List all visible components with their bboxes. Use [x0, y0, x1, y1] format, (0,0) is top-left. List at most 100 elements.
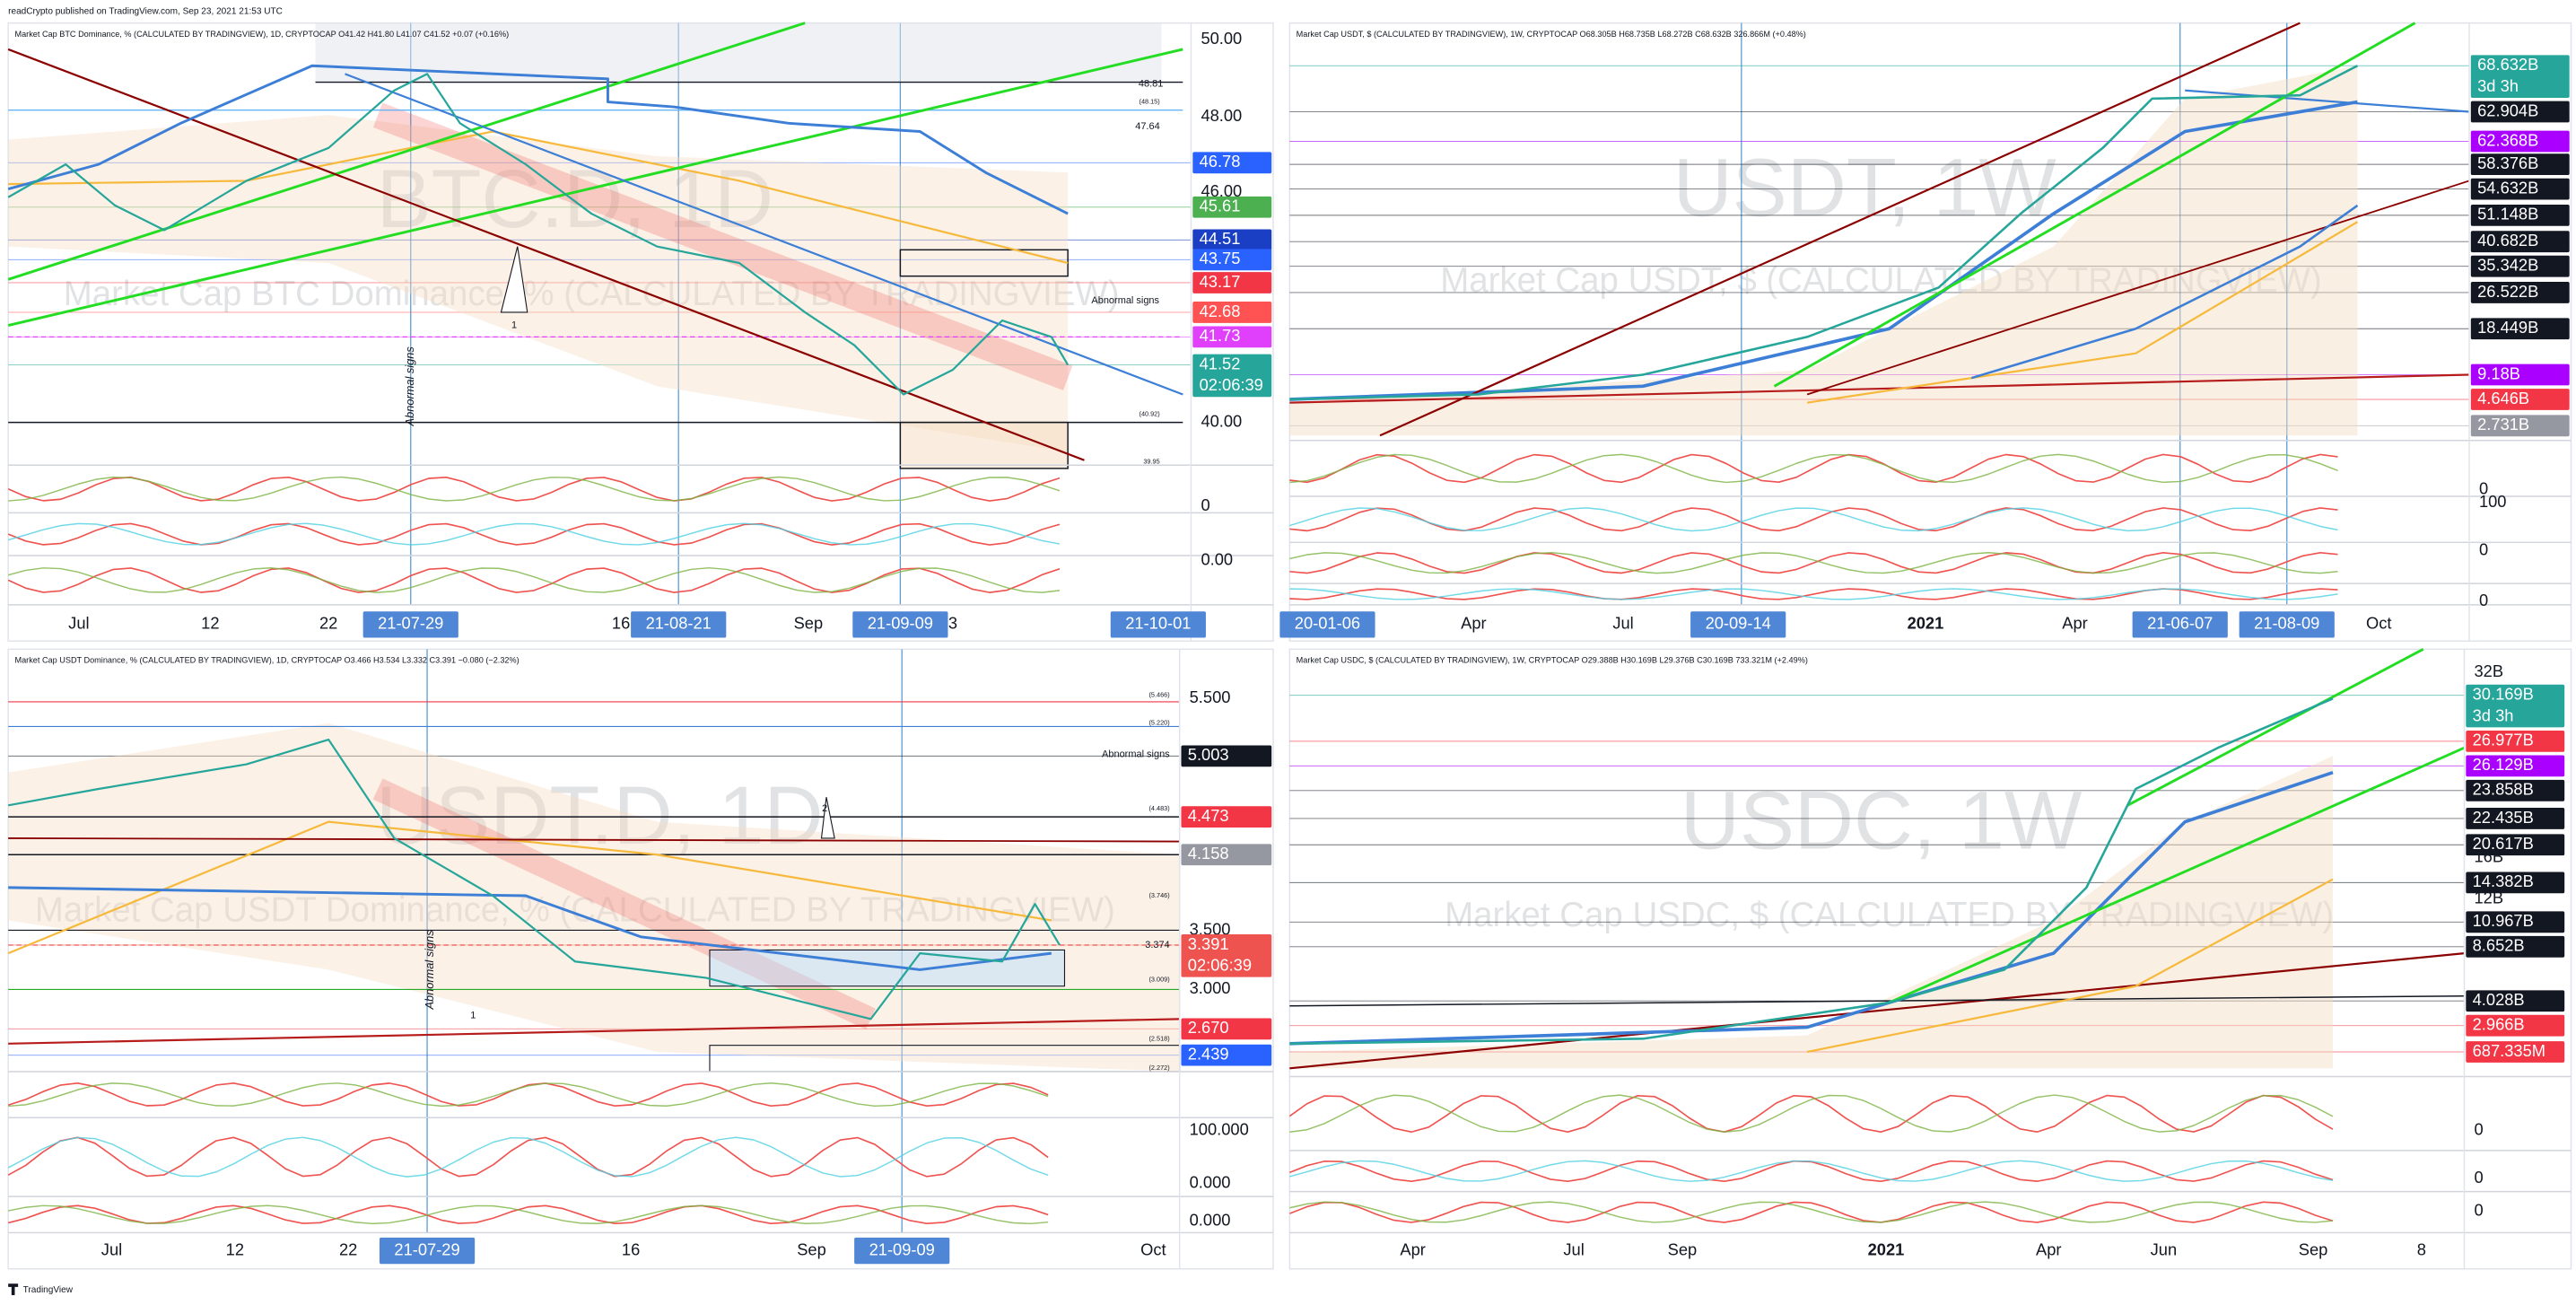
- baseline: [7, 64, 1069, 215]
- price-tag: [2470, 389, 2570, 410]
- price-tag-text: 42.68: [1200, 302, 1241, 320]
- date-tag: [1690, 611, 1786, 638]
- callout: [820, 797, 835, 839]
- price-tag-text: 43.75: [1200, 249, 1241, 267]
- oscillator: [1289, 1094, 2334, 1133]
- price-tag: [2466, 834, 2565, 856]
- chart-annotation: 1: [470, 1011, 476, 1021]
- price-axis-label: 5.500: [1190, 688, 1231, 706]
- price-tag: [2470, 363, 2570, 386]
- red-trend: [7, 48, 1085, 461]
- chart-annotation: (5.466): [1148, 691, 1169, 699]
- watermark-symbol: BTC.D, 1D: [377, 153, 774, 245]
- price-tag-text: 4.158: [1188, 844, 1229, 863]
- price-tag: [1192, 326, 1272, 348]
- green-trend: [2126, 648, 2424, 807]
- price-tag: [2470, 101, 2570, 123]
- time-axis-label: 22: [319, 614, 337, 633]
- panel-frame: [7, 22, 1274, 642]
- price-axis-label: 40.00: [1201, 411, 1242, 430]
- baseline: [1970, 204, 2359, 380]
- red-trend: [8, 1018, 1180, 1045]
- red-trend: [1289, 994, 2465, 1007]
- price-tag-text: 9.18B: [2477, 363, 2520, 382]
- panel-frame: [1288, 22, 2572, 642]
- price-tag: [1181, 1018, 1272, 1040]
- price-tag-text: 4.646B: [2477, 389, 2529, 407]
- oscillator: [1289, 1201, 2334, 1223]
- publish-header: readCrypto published on TradingView.com,…: [8, 6, 283, 16]
- price-axis-label: 0: [2474, 1200, 2483, 1219]
- time-axis-label: Jul: [1563, 1239, 1584, 1258]
- watermark-name: Market Cap BTC Dominance, % (CALCULATED …: [64, 275, 1120, 313]
- price-axis-label: 3.500: [1190, 919, 1231, 938]
- price-tag-text: 2.670: [1188, 1018, 1229, 1037]
- green-trend: [1773, 22, 2416, 388]
- chart-annotation: 39.95: [1143, 458, 1159, 466]
- date-tag: [1279, 611, 1375, 638]
- chart-annotation: 48.81: [1139, 78, 1163, 89]
- price-tag-text: 46.78: [1200, 152, 1241, 171]
- price-tag-countdown: 02:06:39: [1188, 956, 1252, 975]
- price-axis-label: 3.000: [1190, 978, 1231, 997]
- date-tag-text: 21-10-01: [1125, 614, 1191, 633]
- orange-ma: [7, 820, 1052, 955]
- time-axis-label: Apr: [2036, 1239, 2061, 1258]
- green-trend: [1889, 746, 2466, 1004]
- price-tag: [2470, 178, 2570, 200]
- chart-annotation: Abnormal signs: [423, 930, 436, 1011]
- oscillator: [1289, 507, 2338, 532]
- chart-annotation: 47.64: [1135, 121, 1159, 132]
- brown-trend: [1806, 180, 2470, 396]
- time-axis-label: Sep: [794, 614, 824, 633]
- chart-annotation: Abnormal signs: [1102, 749, 1170, 759]
- oscillator: [7, 567, 1061, 593]
- price-tag-text: 26.977B: [2473, 731, 2534, 749]
- price-tag-text: 4.028B: [2473, 990, 2525, 1009]
- oscillator: [8, 1204, 1049, 1225]
- time-axis-label: 16: [612, 614, 630, 633]
- price-tag: [1181, 844, 1272, 866]
- time-axis-label: 12: [226, 1239, 244, 1258]
- price-tag: [2466, 935, 2565, 958]
- price-tag-text: 40.682B: [2477, 231, 2538, 250]
- cloud: [1289, 756, 2334, 1069]
- date-tag-text: 21-08-21: [646, 614, 712, 633]
- price-tag-text: 58.376B: [2477, 153, 2538, 172]
- price-tag-text: 68.632B: [2477, 55, 2538, 74]
- time-axis-label: 16: [622, 1239, 640, 1258]
- oscillator: [7, 522, 1061, 546]
- oscillator: [1289, 552, 2338, 574]
- red-trend: [1289, 373, 2470, 404]
- price-path: [1289, 65, 2359, 401]
- chart-annotation: (48.15): [1140, 97, 1160, 105]
- price-tag-text: 54.632B: [2477, 178, 2538, 197]
- time-axis-label: Jul: [68, 614, 89, 633]
- date-tag: [1110, 611, 1206, 638]
- chart-annotation: (2.272): [1148, 1064, 1169, 1072]
- time-axis-label: Sep: [797, 1239, 826, 1258]
- oscillator: [1289, 453, 2338, 484]
- time-axis-label: Jul: [1612, 614, 1633, 633]
- price-tag: [1192, 302, 1272, 323]
- price-tag-text: 22.435B: [2473, 808, 2534, 827]
- price-axis-label: 100: [2479, 492, 2507, 511]
- date-tag-text: 21-09-09: [868, 614, 933, 633]
- red-trend: [8, 837, 1180, 843]
- time-axis-label: Oct: [1140, 1239, 1166, 1258]
- chart-annotation: (4.483): [1148, 804, 1169, 812]
- time-axis-label: 2021: [1868, 1239, 1905, 1258]
- legend: Market Cap USDT Dominance, % (CALCULATED…: [14, 656, 519, 665]
- price-axis-label: 32B: [2474, 661, 2503, 680]
- red-trend: [1379, 22, 2301, 437]
- price-tag-text: 5.003: [1188, 745, 1229, 764]
- date-tag-text: 20-09-14: [1706, 614, 1771, 633]
- date-tag-text: 21-07-29: [394, 1239, 459, 1258]
- date-tag: [2239, 611, 2335, 638]
- time-axis-label: 12: [201, 614, 219, 633]
- price-tag-countdown: 3d 3h: [2473, 705, 2514, 724]
- time-axis-label: 3: [948, 614, 957, 633]
- chart-annotation: 1: [511, 320, 517, 330]
- oscillator: [1288, 1094, 2334, 1134]
